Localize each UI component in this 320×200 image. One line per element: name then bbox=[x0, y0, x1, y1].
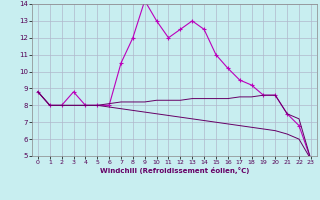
X-axis label: Windchill (Refroidissement éolien,°C): Windchill (Refroidissement éolien,°C) bbox=[100, 167, 249, 174]
